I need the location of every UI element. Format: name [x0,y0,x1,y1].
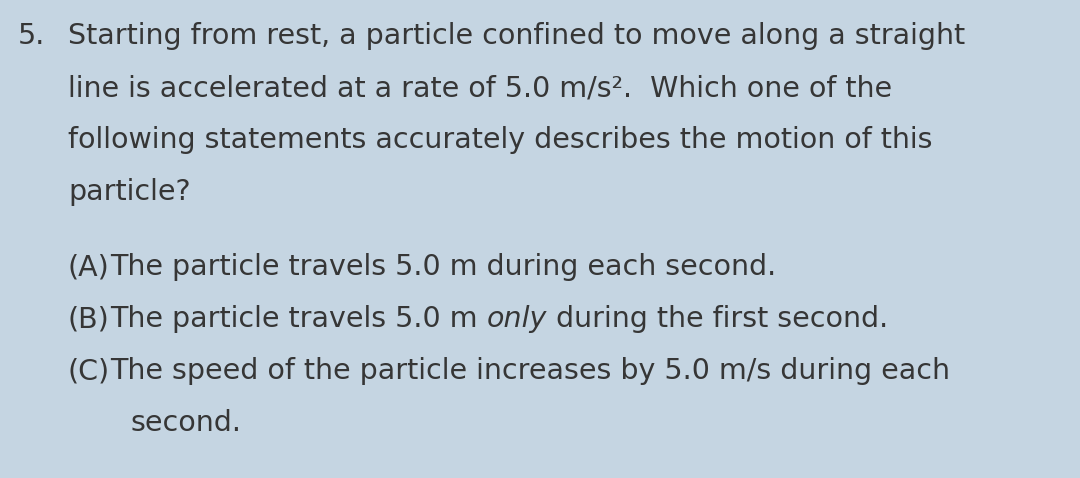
Text: The particle travels 5.0 m: The particle travels 5.0 m [110,305,486,333]
Text: 5.: 5. [18,22,45,50]
Text: second.: second. [130,409,241,437]
Text: during the first second.: during the first second. [546,305,888,333]
Text: following statements accurately describes the motion of this: following statements accurately describe… [68,126,932,154]
Text: The speed of the particle increases by 5.0 m/s during each: The speed of the particle increases by 5… [110,358,950,385]
Text: Starting from rest, a particle confined to move along a straight: Starting from rest, a particle confined … [68,22,966,50]
Text: line is accelerated at a rate of 5.0 m/s².  Which one of the: line is accelerated at a rate of 5.0 m/s… [68,74,892,102]
Text: The particle travels 5.0 m during each second.: The particle travels 5.0 m during each s… [110,253,777,282]
Text: (C): (C) [68,358,110,385]
Text: (A): (A) [68,253,110,282]
Text: only: only [486,305,546,333]
Text: (B): (B) [68,305,110,333]
Text: particle?: particle? [68,178,191,206]
